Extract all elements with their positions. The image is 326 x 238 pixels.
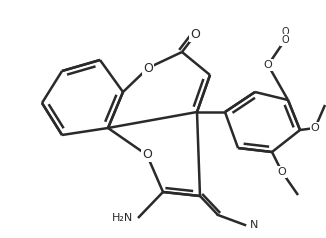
Text: O: O [278, 167, 286, 177]
Text: O: O [311, 123, 319, 133]
Text: O: O [142, 149, 152, 162]
Text: O: O [281, 27, 289, 37]
Text: H₂N: H₂N [112, 213, 133, 223]
Text: O: O [281, 35, 289, 45]
Text: O: O [143, 61, 153, 74]
Text: O: O [190, 29, 200, 41]
Text: O: O [264, 60, 273, 70]
Text: N: N [250, 220, 259, 230]
